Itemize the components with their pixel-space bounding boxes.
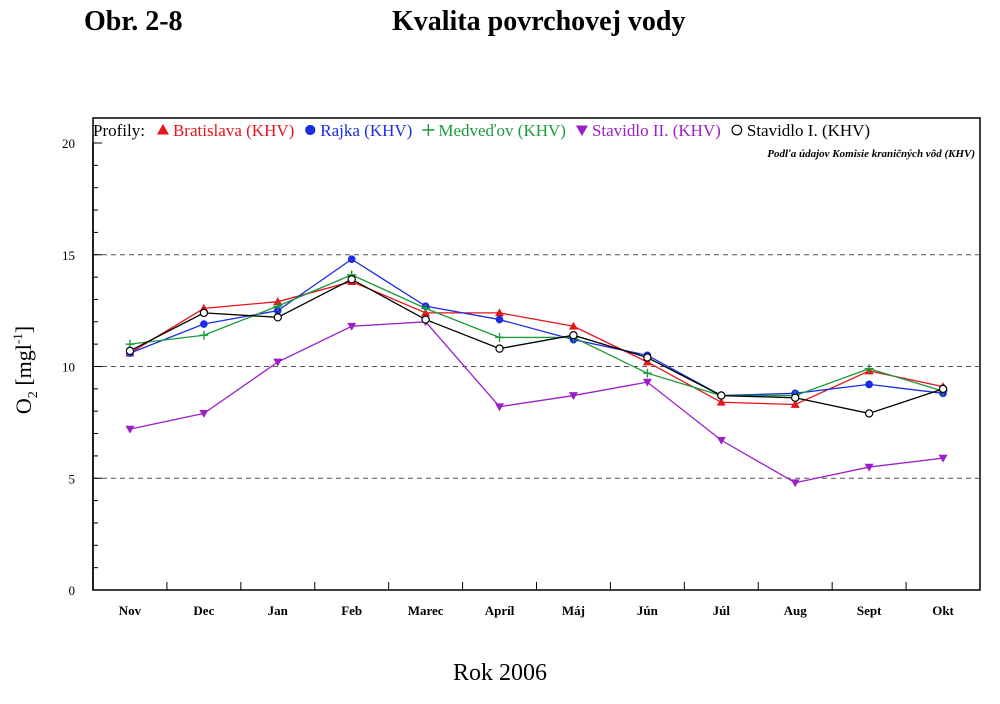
y-axis-title: O2 [mgl-1] — [10, 326, 41, 414]
legend-item: Medveďov (KHV) — [422, 121, 566, 140]
legend-label: Medveďov (KHV) — [438, 121, 566, 140]
y-axis-title-unit: [mgl — [11, 344, 36, 391]
data-point — [716, 436, 726, 445]
x-tick-label: Jan — [268, 603, 289, 618]
x-tick-label: Marec — [408, 603, 444, 618]
data-point — [495, 403, 505, 412]
data-point — [568, 321, 578, 330]
data-point — [938, 454, 948, 463]
series-rajka-khv — [126, 255, 947, 400]
data-point — [791, 393, 800, 402]
grid-lines — [93, 254, 980, 479]
legend-item: Stavidlo II. (KHV) — [575, 121, 721, 140]
data-point — [790, 399, 800, 408]
data-point — [200, 320, 208, 328]
data-point — [864, 364, 874, 374]
data-point — [938, 384, 948, 394]
data-point — [347, 275, 356, 284]
data-point — [717, 391, 726, 400]
data-point — [495, 315, 504, 324]
x-tick-label: Jún — [637, 603, 659, 618]
y-tick-label: 0 — [69, 583, 76, 598]
x-tick-label: Okt — [932, 603, 954, 618]
figure-label: Obr. 2-8 — [84, 6, 183, 37]
legend-label: Bratislava (KHV) — [173, 121, 294, 140]
series-stavidlo-i-khv — [125, 275, 948, 418]
series-line — [129, 258, 944, 397]
data-point — [731, 124, 743, 136]
x-tick-label: Sept — [857, 603, 882, 618]
series-line — [129, 274, 944, 397]
x-tick-label: Máj — [562, 603, 585, 618]
data-point — [125, 346, 135, 356]
series-line — [129, 278, 944, 415]
x-axis: Nov Dec Jan Feb Marec Apríl Máj Jún Júl Aug Sept Ok… — [92, 582, 981, 618]
data-point — [568, 392, 578, 401]
y-tick-label: 15 — [62, 248, 75, 263]
x-tick-label: Júl — [713, 603, 731, 618]
legend: Profily: Bratislava (KHV) Rajka (KHV) Medve… — [93, 121, 870, 140]
data-point — [199, 410, 209, 418]
y-axis-title-sub: 2 — [26, 391, 41, 398]
data-point — [156, 124, 169, 135]
y-tick-label: 5 — [69, 471, 76, 486]
legend-label: Rajka (KHV) — [320, 121, 412, 140]
series-stavidlo-ii-khv — [125, 318, 948, 488]
source-note: Podľa údajov Komisie kraničných vôd (KHV… — [767, 148, 975, 160]
y-axis-title-sup: -1 — [10, 333, 25, 344]
plot-frame — [92, 117, 981, 591]
legend-item: Rajka (KHV) — [305, 121, 412, 140]
x-tick-label: Nov — [119, 603, 142, 618]
data-point — [422, 124, 435, 136]
x-tick-label: Dec — [193, 603, 214, 618]
series-medve-ov-khv — [125, 270, 948, 401]
x-axis-title: Rok 2006 — [452, 660, 547, 686]
x-tick-label: Feb — [341, 603, 362, 618]
data-point — [865, 380, 873, 389]
data-point — [642, 368, 652, 378]
data-point — [125, 425, 135, 434]
legend-label: Stavidlo I. (KHV) — [747, 121, 870, 140]
y-tick-label: 10 — [62, 360, 75, 375]
legend-label: Stavidlo II. (KHV) — [592, 121, 721, 140]
legend-prefix: Profily: — [93, 121, 145, 140]
data-point — [421, 303, 431, 313]
data-point — [273, 301, 283, 311]
data-point — [421, 315, 430, 324]
data-point — [273, 313, 282, 322]
y-axis-title-main: O — [11, 398, 36, 414]
data-point — [569, 331, 578, 340]
data-point — [495, 308, 505, 317]
series-line — [129, 321, 944, 484]
data-point — [347, 322, 357, 331]
data-point — [643, 353, 652, 362]
legend-item: Stavidlo I. (KHV) — [731, 121, 870, 140]
data-point — [864, 463, 874, 472]
series-line — [129, 280, 944, 406]
data-point — [305, 124, 316, 136]
data-point — [790, 479, 800, 488]
y-tick-label: 20 — [62, 136, 75, 151]
data-point — [642, 378, 652, 387]
series-group — [125, 255, 948, 488]
legend-item: Bratislava (KHV) — [156, 121, 294, 140]
data-point — [273, 358, 283, 367]
data-point — [273, 297, 283, 306]
data-point — [347, 255, 356, 264]
x-tick-label: Aug — [784, 603, 808, 618]
data-point — [495, 332, 505, 342]
x-tick-label: Apríl — [485, 603, 515, 618]
data-point — [716, 397, 726, 406]
y-axis-title-end: ] — [11, 326, 36, 333]
data-point — [495, 344, 504, 353]
data-point — [199, 330, 209, 340]
data-point — [575, 125, 588, 136]
data-point — [199, 308, 209, 318]
page-title: Kvalita povrchovej vody — [392, 6, 686, 37]
y-axis: 0 5 10 15 20 — [62, 136, 102, 598]
data-point — [864, 409, 874, 418]
